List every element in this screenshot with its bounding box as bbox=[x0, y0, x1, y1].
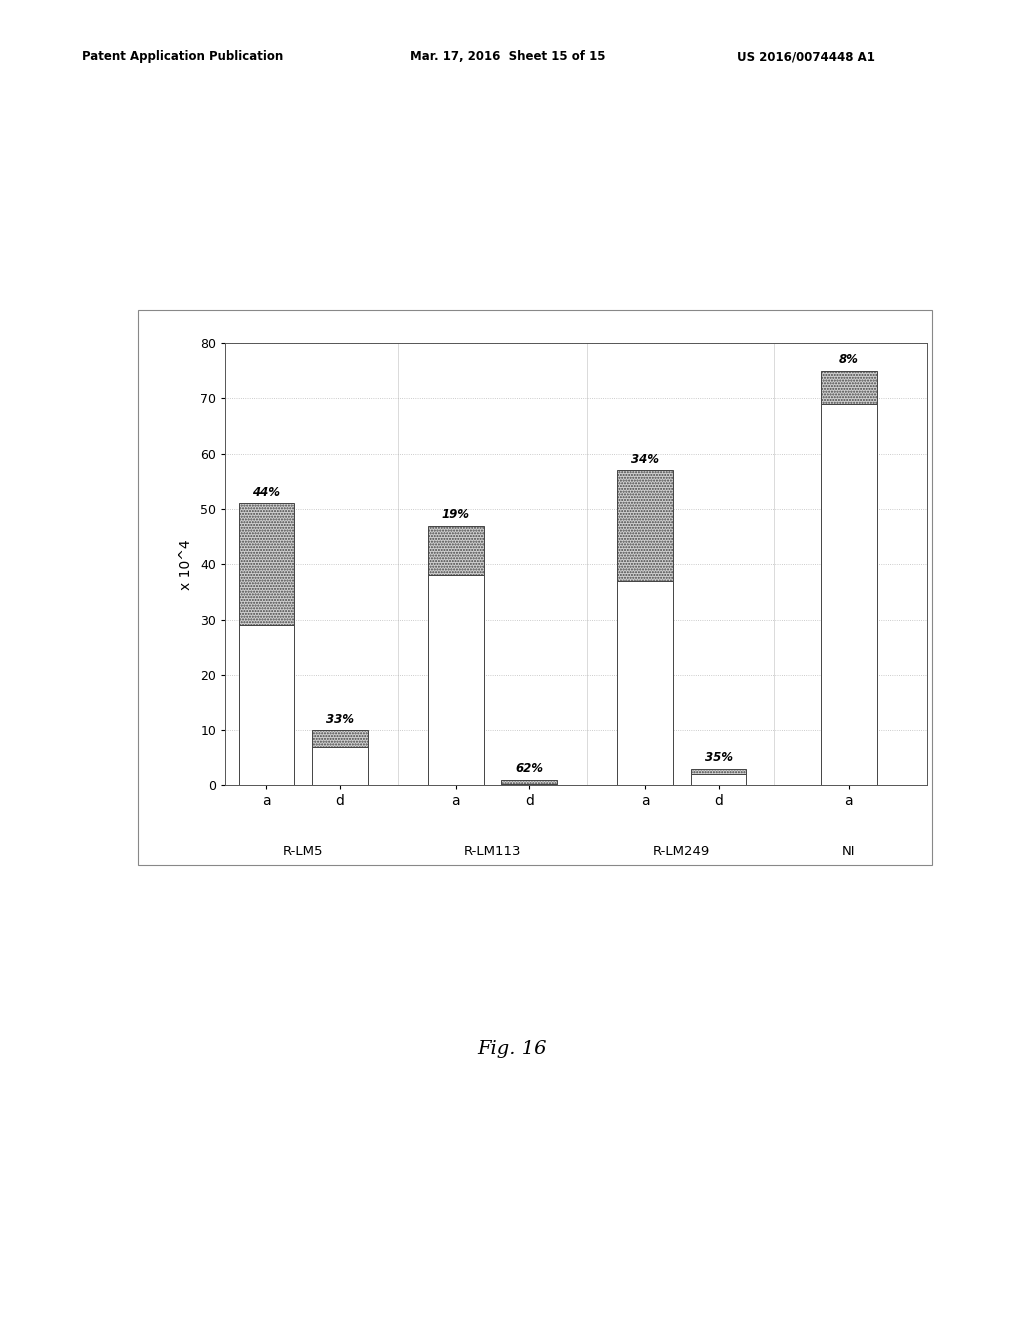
Text: 35%: 35% bbox=[705, 751, 732, 764]
Bar bbox=[312, 747, 368, 785]
Text: Fig. 16: Fig. 16 bbox=[477, 1040, 547, 1059]
Text: R-LM5: R-LM5 bbox=[283, 845, 324, 858]
Bar bbox=[502, 780, 557, 784]
Bar bbox=[690, 768, 746, 775]
Bar bbox=[239, 626, 294, 785]
Text: NI: NI bbox=[842, 845, 855, 858]
Bar bbox=[690, 775, 746, 785]
Y-axis label: x 10^4: x 10^4 bbox=[179, 539, 194, 590]
Text: R-LM113: R-LM113 bbox=[464, 845, 521, 858]
Bar bbox=[312, 730, 368, 747]
Bar bbox=[428, 576, 483, 785]
Text: US 2016/0074448 A1: US 2016/0074448 A1 bbox=[737, 50, 876, 63]
Bar bbox=[617, 581, 673, 785]
Text: R-LM249: R-LM249 bbox=[653, 845, 711, 858]
Bar bbox=[821, 404, 877, 785]
Bar bbox=[239, 503, 294, 626]
Bar bbox=[821, 371, 877, 404]
Text: 33%: 33% bbox=[326, 713, 354, 726]
Bar bbox=[617, 470, 673, 581]
Text: 62%: 62% bbox=[515, 763, 544, 775]
Text: 19%: 19% bbox=[441, 508, 470, 521]
Text: 44%: 44% bbox=[253, 486, 281, 499]
Text: Mar. 17, 2016  Sheet 15 of 15: Mar. 17, 2016 Sheet 15 of 15 bbox=[410, 50, 605, 63]
Text: 8%: 8% bbox=[839, 354, 859, 367]
Text: 34%: 34% bbox=[631, 453, 659, 466]
Bar bbox=[502, 784, 557, 785]
Text: Patent Application Publication: Patent Application Publication bbox=[82, 50, 284, 63]
Bar bbox=[428, 525, 483, 576]
